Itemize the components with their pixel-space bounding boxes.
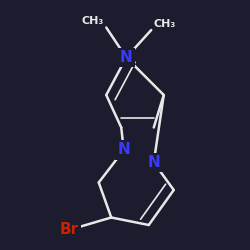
Text: N: N [118,142,130,158]
Text: N: N [148,155,160,170]
Text: Br: Br [59,222,78,238]
Text: N: N [120,50,132,65]
Text: CH₃: CH₃ [82,16,104,26]
Text: CH₃: CH₃ [154,19,176,29]
